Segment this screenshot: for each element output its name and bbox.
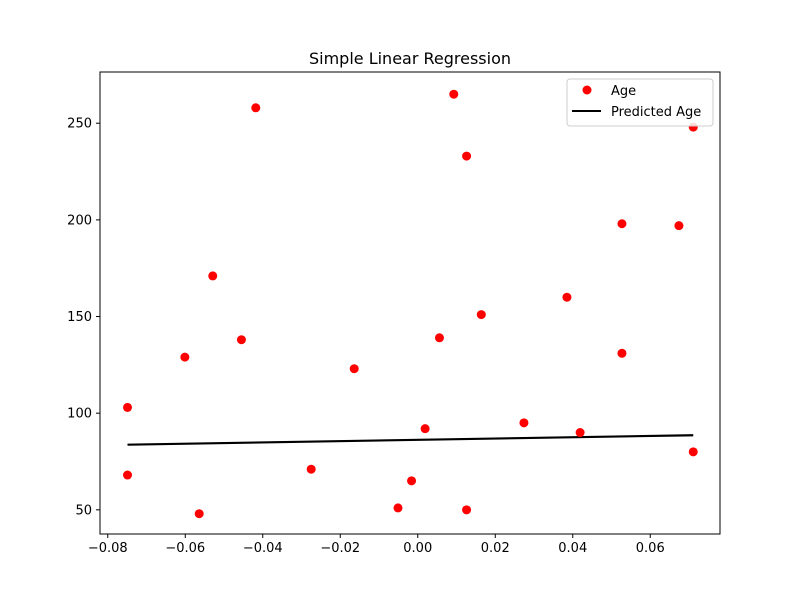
x-tick-label: 0.06 [636,541,665,556]
x-tick-label: 0.04 [558,541,587,556]
y-tick-label: 50 [75,503,92,518]
x-tick-label: 0.00 [403,541,432,556]
age-data-point [462,505,472,515]
y-tick-label: 250 [67,117,92,132]
x-tick-label: −0.04 [243,541,283,556]
age-data-point [462,151,472,161]
age-data-point [674,221,684,231]
legend: Age Predicted Age [566,78,714,127]
age-data-point [349,364,359,374]
age-data-point [562,292,572,302]
scatter-points-layer [123,89,698,519]
age-data-point [123,402,133,412]
y-tick-label: 200 [67,213,92,228]
x-tick-label: −0.06 [165,541,205,556]
legend-box [566,78,714,127]
axes-frame [99,71,721,535]
age-data-point [123,470,133,480]
age-data-point [420,424,430,434]
x-axis-ticks: −0.08 −0.06 −0.04 −0.02 0.00 0.02 0.04 0.06 [88,534,665,556]
age-data-point [617,219,627,229]
age-data-point [434,333,444,343]
x-tick-label: −0.08 [88,541,128,556]
age-data-point [180,352,190,362]
chart-title: Simple Linear Regression [309,49,511,68]
y-tick-label: 150 [67,310,92,325]
age-data-point [194,509,204,519]
age-data-point [236,335,246,345]
age-data-point [407,476,417,486]
plot-area: −0.08 −0.06 −0.04 −0.02 0.00 0.02 0.04 0.06 50 1… [67,71,721,556]
legend-label-predicted-age: Predicted Age [611,105,701,120]
regression-line-layer [127,434,694,446]
age-data-point [393,503,403,513]
age-data-point [208,271,218,281]
legend-marker-age [582,85,592,95]
age-data-point [617,348,627,358]
age-data-point [575,428,585,438]
y-tick-label: 100 [67,407,92,422]
age-data-point [519,418,529,428]
predicted-age-line [127,434,694,446]
legend-label-age: Age [611,84,636,99]
age-data-point [449,89,459,99]
x-tick-label: −0.02 [320,541,360,556]
age-data-point [688,447,698,457]
age-data-point [476,310,486,320]
age-data-point [306,464,316,474]
y-axis-ticks: 50 100 150 200 250 [67,117,100,518]
x-tick-label: 0.02 [481,541,510,556]
age-data-point [251,103,261,113]
